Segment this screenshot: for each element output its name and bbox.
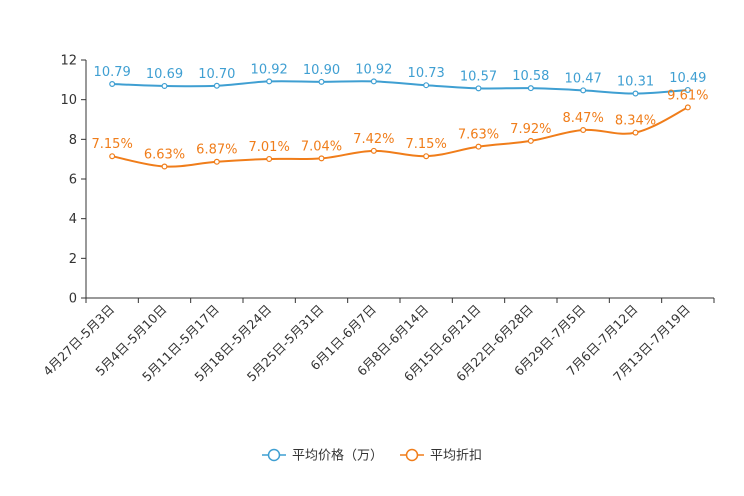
- data-label: 7.92%: [510, 122, 551, 137]
- series-layer: 10.79 10.69 10.70 10.92 10.90 10.92 10.73 10.57…: [92, 62, 708, 170]
- data-label: 10.92: [251, 62, 288, 77]
- legend-marker: [267, 448, 281, 462]
- data-label: 9.61%: [667, 88, 708, 103]
- data-point: [213, 82, 220, 89]
- legend-label: 平均折扣: [430, 449, 482, 464]
- series-line: [111, 106, 689, 168]
- data-label: 10.58: [512, 69, 549, 84]
- data-point: [161, 82, 168, 89]
- data-point: [266, 155, 273, 162]
- data-label: 7.04%: [301, 139, 342, 154]
- data-label: 7.42%: [353, 132, 394, 147]
- data-label: 7.15%: [92, 137, 133, 152]
- data-label: 6.63%: [144, 148, 185, 163]
- legend-item-average-price[interactable]: 平均价格（万）: [262, 448, 383, 464]
- data-label: 10.92: [355, 62, 392, 77]
- data-point: [475, 143, 482, 150]
- data-point: [580, 87, 587, 94]
- data-point: [632, 90, 639, 97]
- legend-item-average-discount[interactable]: 平均折扣: [400, 449, 482, 464]
- data-point: [109, 153, 116, 160]
- data-label: 8.34%: [615, 114, 656, 129]
- data-point: [423, 153, 430, 160]
- series-average-discount: 7.15% 6.63% 6.87% 7.01% 7.04% 7.42% 7.15% 7.63%…: [92, 88, 708, 170]
- series-average-price: 10.79 10.69 10.70 10.92 10.90 10.92 10.73 10.57…: [94, 62, 706, 97]
- data-label: 10.57: [460, 69, 497, 84]
- data-point: [161, 163, 168, 170]
- data-point: [527, 137, 534, 144]
- data-point: [580, 127, 587, 134]
- y-axis-ticks: 0 2 4 6 8 10 12: [60, 54, 86, 307]
- y-tick-label: 10: [60, 93, 77, 108]
- legend[interactable]: 平均价格（万） 平均折扣: [262, 448, 482, 464]
- legend-marker: [405, 448, 419, 462]
- data-label: 10.90: [303, 63, 340, 78]
- y-tick-label: 8: [69, 133, 77, 148]
- data-label: 6.87%: [196, 143, 237, 158]
- data-label: 10.79: [94, 65, 131, 80]
- data-label: 8.47%: [563, 111, 604, 126]
- data-point: [318, 78, 325, 85]
- data-point: [632, 129, 639, 136]
- data-label: 10.31: [617, 75, 654, 90]
- data-point: [370, 78, 377, 85]
- data-label: 10.73: [408, 66, 445, 81]
- data-point: [475, 85, 482, 92]
- series-line: [112, 80, 688, 95]
- data-point: [318, 155, 325, 162]
- data-point: [266, 78, 273, 85]
- axes: [85, 60, 714, 299]
- data-label: 7.01%: [249, 140, 290, 155]
- data-label: 7.15%: [406, 137, 447, 152]
- data-label: 10.49: [669, 71, 706, 86]
- x-axis-ticks: 4月27日-5月3日5月4日-5月10日5月11日-5月17日5月18日-5月2…: [40, 298, 715, 384]
- y-tick-label: 4: [69, 212, 77, 227]
- y-tick-label: 0: [69, 292, 77, 307]
- data-point: [423, 82, 430, 89]
- data-point: [370, 147, 377, 154]
- y-tick-label: 12: [60, 54, 77, 69]
- data-point: [684, 86, 691, 93]
- data-point: [213, 158, 220, 165]
- data-point: [684, 104, 691, 111]
- data-point: [109, 80, 116, 87]
- data-label: 10.47: [565, 71, 602, 86]
- data-label: 7.63%: [458, 128, 499, 143]
- legend-label: 平均价格（万）: [292, 448, 383, 464]
- data-label: 10.70: [198, 67, 235, 82]
- data-point: [527, 85, 534, 92]
- data-label: 10.69: [146, 67, 183, 82]
- y-tick-label: 6: [69, 173, 77, 188]
- y-tick-label: 2: [69, 252, 77, 267]
